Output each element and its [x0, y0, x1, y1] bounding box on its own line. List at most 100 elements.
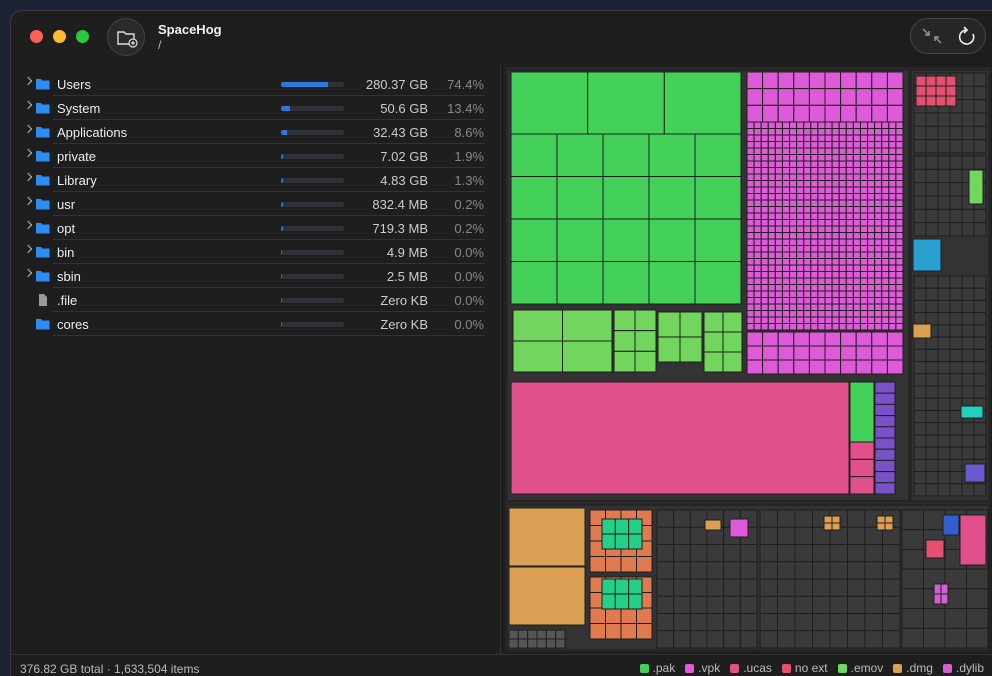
disclosure-chevron[interactable] — [23, 196, 33, 206]
treemap-cell — [886, 104, 904, 123]
treemap-cell — [935, 85, 947, 97]
treemap-cell — [760, 121, 769, 129]
list-row[interactable]: Applications 32.43 GB 8.6% — [11, 120, 501, 144]
treemap-cell — [840, 331, 857, 347]
list-row[interactable]: sbin 2.5 MB 0.0% — [11, 264, 501, 288]
item-name: Applications — [57, 125, 128, 140]
refresh-icon[interactable] — [958, 26, 975, 45]
treemap-cell — [961, 348, 975, 363]
treemap-cell — [824, 245, 833, 253]
disclosure-chevron[interactable] — [23, 148, 33, 158]
treemap-cell — [940, 583, 949, 595]
treemap-cell — [796, 310, 805, 318]
treemap-cell — [942, 514, 960, 536]
treemap-cell — [881, 310, 890, 318]
zoom-button[interactable] — [76, 30, 89, 43]
treemap-cell — [527, 638, 538, 649]
list-row[interactable]: cores Zero KB 0.0% — [11, 312, 501, 336]
treemap-cell — [838, 303, 847, 311]
treemap-cell — [845, 271, 854, 279]
treemap-cell — [796, 303, 805, 311]
treemap-cell — [961, 299, 975, 314]
treemap-cell — [796, 271, 805, 279]
treemap-cell — [753, 199, 762, 207]
treemap-cell — [746, 331, 764, 347]
list-row[interactable]: private 7.02 GB 1.9% — [11, 144, 501, 168]
disclosure-chevron[interactable] — [23, 172, 33, 182]
list-row[interactable]: .file Zero KB 0.0% — [11, 288, 501, 312]
treemap-cell — [796, 323, 805, 331]
treemap-cell — [937, 434, 951, 448]
treemap-cell — [824, 225, 833, 233]
open-folder-button[interactable] — [107, 18, 145, 56]
treemap-cell — [803, 232, 812, 240]
treemap-cell — [796, 180, 805, 188]
treemap-cell — [759, 561, 778, 580]
list-row[interactable]: usr 832.4 MB 0.2% — [11, 192, 501, 216]
treemap-cell — [888, 219, 897, 227]
treemap-cell — [838, 271, 847, 279]
item-name: .file — [57, 293, 78, 308]
treemap-cell — [767, 245, 776, 253]
list-row[interactable]: System 50.6 GB 13.4% — [11, 96, 501, 120]
treemap-cell — [859, 186, 869, 194]
treemap-cell — [913, 275, 927, 289]
treemap-cell — [886, 359, 904, 375]
treemap-cell — [859, 193, 869, 201]
treemap-cell — [867, 290, 876, 298]
collapse-icon[interactable] — [922, 28, 942, 44]
treemap-cell — [760, 277, 769, 285]
close-button[interactable] — [30, 30, 43, 43]
minimize-button[interactable] — [53, 30, 66, 43]
treemap-cell — [753, 245, 762, 253]
treemap-cell — [845, 264, 854, 272]
disclosure-chevron[interactable] — [23, 220, 33, 230]
treemap-cell — [881, 154, 890, 162]
item-percent: 0.0% — [454, 317, 484, 332]
treemap-cell — [767, 297, 776, 305]
treemap-cell — [753, 173, 762, 181]
folder-shape — [36, 247, 50, 258]
treemap-cell — [831, 167, 840, 175]
treemap-cell — [824, 316, 833, 324]
legend-item: .dylib — [942, 661, 984, 675]
treemap-cell — [803, 167, 812, 175]
treemap-cell — [901, 627, 924, 649]
treemap-cell — [949, 361, 963, 375]
disclosure-chevron[interactable] — [23, 244, 33, 254]
folder-icon — [36, 271, 50, 282]
list-row[interactable]: Users 280.37 GB 74.4% — [11, 72, 501, 96]
treemap-cell — [777, 578, 796, 597]
treemap-cell — [789, 290, 798, 298]
treemap-cell — [949, 434, 963, 448]
disclosure-chevron[interactable] — [23, 268, 33, 278]
treemap-cell — [739, 630, 758, 649]
treemap-cell — [888, 232, 897, 240]
treemap-cell — [881, 238, 890, 246]
treemap-cell — [840, 88, 857, 106]
list-row[interactable]: bin 4.9 MB 0.0% — [11, 240, 501, 264]
disclosure-chevron[interactable] — [23, 76, 33, 86]
treemap-cell — [925, 434, 939, 448]
treemap-cell — [808, 88, 826, 106]
treemap-cell — [739, 613, 758, 632]
treemap-cell — [512, 340, 563, 373]
treemap-cell — [937, 397, 951, 411]
treemap-cell — [602, 261, 650, 305]
treemap-cell — [689, 578, 708, 597]
treemap-cell — [789, 238, 798, 246]
treemap-cell — [831, 186, 840, 194]
treemap-cell — [689, 544, 708, 563]
treemap-cell — [913, 471, 927, 485]
legend-swatch — [685, 663, 695, 673]
treemap-cell — [753, 167, 762, 175]
treemap-cell — [831, 264, 840, 272]
treemap-cell — [925, 539, 945, 559]
treemap-cell — [973, 422, 987, 436]
treemap-cell — [852, 212, 861, 220]
list-row[interactable]: opt 719.3 MB 0.2% — [11, 216, 501, 240]
treemap-cell — [614, 578, 630, 595]
disclosure-chevron[interactable] — [23, 124, 33, 134]
disclosure-chevron[interactable] — [23, 100, 33, 110]
list-row[interactable]: Library 4.83 GB 1.3% — [11, 168, 501, 192]
